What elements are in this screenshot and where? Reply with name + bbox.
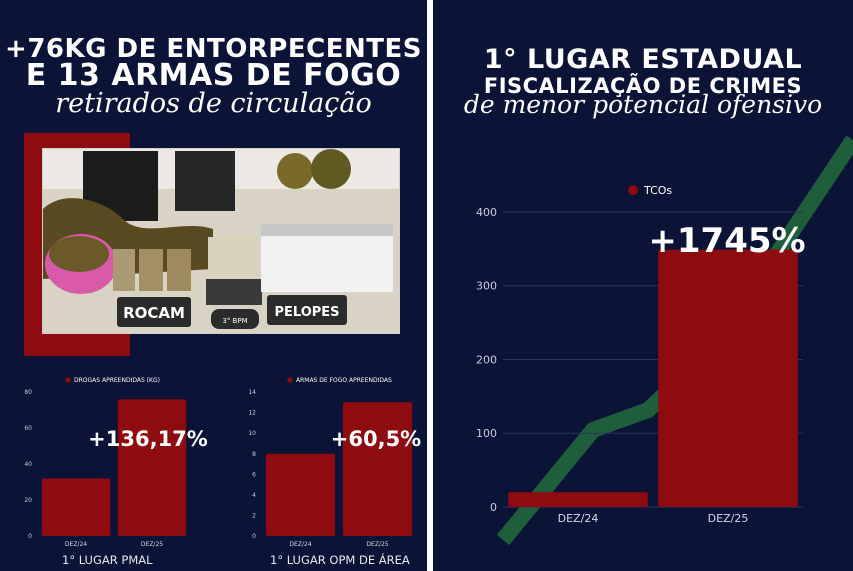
patch-pelopes: PELOPES bbox=[274, 305, 339, 320]
y-tick-label: 200 bbox=[476, 353, 497, 366]
tco-bar-chart: TCOs 0 100 200 300 400 DEZ/24 DEZ/25 +1745% bbox=[476, 184, 806, 525]
firearms-bar-chart: ARMAS DE FOGO APREENDIDAS 0 2 4 6 8 10 12 14 DEZ/… bbox=[248, 377, 421, 548]
legend-label: ARMAS DE FOGO APREENDIDAS bbox=[296, 377, 392, 384]
x-tick-label: DEZ/24 bbox=[289, 541, 311, 548]
y-tick-label: 4 bbox=[252, 492, 256, 499]
bar-dez-25 bbox=[342, 402, 413, 536]
bar-dez-24 bbox=[265, 453, 336, 536]
growth-annotation: +60,5% bbox=[331, 427, 421, 451]
x-tick-label: DEZ/25 bbox=[366, 541, 388, 548]
y-tick-label: 2 bbox=[252, 513, 256, 520]
right-headline-2: FISCALIZAÇÃO DE CRIMES bbox=[483, 74, 803, 98]
left-panel: +76KG DE ENTORPECENTES E 13 ARMAS DE FOG… bbox=[5, 34, 422, 567]
left-headline-2: E 13 ARMAS DE FOGO bbox=[25, 58, 402, 93]
right-headline-1: 1° LUGAR ESTADUAL bbox=[483, 44, 803, 75]
legend-swatch bbox=[287, 377, 293, 383]
bar-dez-25 bbox=[658, 249, 798, 508]
y-tick-label: 12 bbox=[248, 410, 256, 417]
legend-swatch bbox=[65, 377, 71, 383]
x-tick-label: DEZ/24 bbox=[558, 512, 599, 525]
panel-divider bbox=[427, 0, 433, 571]
legend-label: DROGAS APREENDIDAS (KG) bbox=[74, 377, 160, 384]
bar-dez-24 bbox=[508, 492, 648, 507]
patch-rocam: ROCAM bbox=[123, 304, 185, 322]
x-tick-label: DEZ/24 bbox=[65, 541, 87, 548]
y-tick-label: 0 bbox=[490, 501, 497, 514]
y-tick-label: 60 bbox=[24, 425, 32, 432]
y-tick-label: 400 bbox=[476, 206, 497, 219]
y-tick-label: 100 bbox=[476, 427, 497, 440]
y-tick-label: 0 bbox=[252, 533, 256, 540]
growth-annotation: +136,17% bbox=[88, 427, 208, 451]
y-tick-label: 20 bbox=[24, 497, 32, 504]
legend-swatch bbox=[628, 185, 638, 196]
y-tick-label: 10 bbox=[248, 430, 256, 437]
right-headline-script: de menor potencial ofensivo bbox=[463, 90, 823, 119]
y-tick-label: 0 bbox=[28, 533, 32, 540]
growth-annotation: +1745% bbox=[648, 221, 805, 261]
y-tick-label: 300 bbox=[476, 280, 497, 293]
right-panel: 1° LUGAR ESTADUAL FISCALIZAÇÃO DE CRIMES… bbox=[433, 0, 853, 571]
left-headline-script: retirados de circulação bbox=[55, 88, 372, 119]
x-tick-label: DEZ/25 bbox=[708, 512, 749, 525]
drugs-bar-chart: DROGAS APREENDIDAS (KG) 0 20 40 60 80 DEZ/24 DE… bbox=[24, 377, 208, 548]
bar-dez-25 bbox=[117, 399, 187, 536]
x-tick-label: DEZ/25 bbox=[141, 541, 163, 548]
patch-battalion: 3° BPM bbox=[222, 317, 247, 325]
y-tick-label: 8 bbox=[252, 451, 256, 458]
photo-illustration: ROCAM 3° BPM PELOPES bbox=[43, 149, 399, 333]
footer-opm: 1° LUGAR OPM DE ÁREA bbox=[270, 553, 410, 567]
y-tick-label: 80 bbox=[24, 389, 32, 396]
y-tick-label: 6 bbox=[252, 471, 256, 478]
y-tick-label: 40 bbox=[24, 461, 32, 468]
footer-pmal: 1° LUGAR PMAL bbox=[62, 553, 153, 567]
left-headline-1: +76KG DE ENTORPECENTES bbox=[5, 34, 422, 64]
legend-label: TCOs bbox=[643, 184, 672, 197]
bar-dez-24 bbox=[41, 478, 111, 536]
seized-items-photo: ROCAM 3° BPM PELOPES bbox=[42, 148, 400, 334]
y-tick-label: 14 bbox=[248, 389, 256, 396]
